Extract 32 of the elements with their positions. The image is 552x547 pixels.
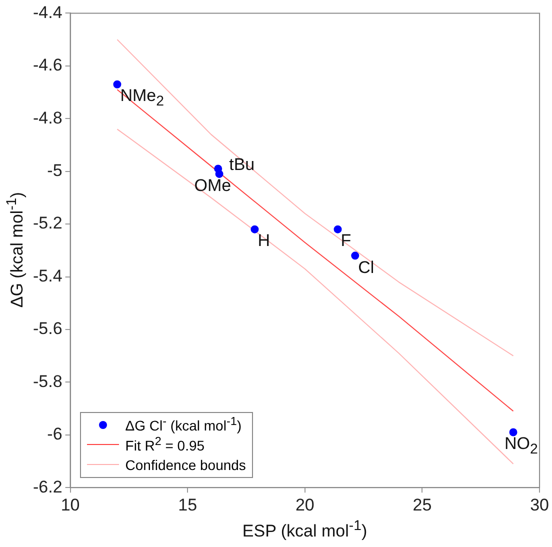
y-tick-label: -6.2 [32,477,62,496]
legend-label: Fit R$^{2}$ = 0.95 [125,435,205,454]
x-tick-label: 30 [530,495,550,514]
legend-label: ΔG Cl$^{-}$ (kcal mol$^{-1}$) [125,415,242,434]
y-tick-label: -6 [47,424,62,444]
point [250,225,259,234]
annotation: NMe$_{2}$ [120,86,164,110]
y-tick-label: -4.8 [32,108,62,128]
x-tick-label: 20 [295,495,314,514]
y-tick-label: -5.8 [32,372,62,391]
point [509,428,518,436]
y-tick-label: -5.4 [32,266,62,286]
x-tick-label: 15 [178,495,198,514]
y-tick-label: -5 [47,161,62,180]
y-tick-label: -4.6 [32,56,62,75]
y-tick-label: -4.4 [32,2,62,22]
annotation: Cl [358,258,374,278]
x-axis-title: ESP (kcal mol$^{-1}$) [242,518,368,542]
y-tick-label: -5.2 [32,214,62,233]
point [351,252,360,260]
point [334,225,342,234]
legend-label: Confidence bounds [125,456,246,473]
annotation: NO$_{2}$ [504,434,538,458]
y-tick-label: -5.6 [32,319,62,338]
annotation: OMe [194,176,232,196]
point [113,80,122,88]
annotation: F [340,231,352,252]
x-tick-label: 10 [60,495,80,514]
annotation: tBu [229,154,255,175]
point [215,170,224,178]
annotation: H [258,231,270,252]
x-tick-label: 25 [412,495,432,514]
